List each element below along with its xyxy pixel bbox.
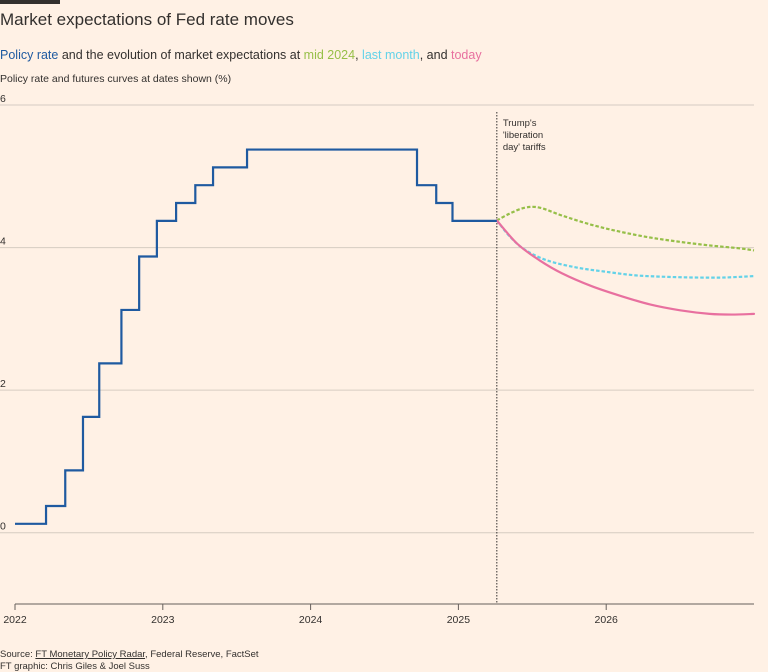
x-tick-label: 2024 <box>299 614 323 626</box>
annotation-label: 'liberation <box>503 130 543 141</box>
subtitle-policy-rate: Policy rate <box>0 48 59 62</box>
y-axis-unit-label: Policy rate and futures curves at dates … <box>0 73 232 85</box>
subtitle-separator: , and <box>419 48 451 62</box>
subtitle-separator: , <box>355 48 363 62</box>
chart-subtitle: Policy rate and the evolution of market … <box>0 48 482 62</box>
x-tick-label: 2022 <box>3 614 27 626</box>
x-tick-label: 2023 <box>151 614 175 626</box>
x-tick-label: 2026 <box>595 614 619 626</box>
x-tick-label: 2025 <box>447 614 471 626</box>
series-today-line <box>495 219 756 316</box>
y-tick-label: 2 <box>0 378 6 390</box>
subtitle-last-month: last month <box>362 48 420 62</box>
source-note: Source: FT Monetary Policy Radar, Federa… <box>0 649 259 660</box>
subtitle-today: today <box>451 48 482 62</box>
series-policy-rate-line <box>15 148 497 525</box>
graphic-credit: FT graphic: Chris Giles & Joel Suss <box>0 661 150 672</box>
annotation-label: day' tariffs <box>503 142 546 153</box>
subtitle-mid-2024: mid 2024 <box>303 48 356 62</box>
chart-title: Market expectations of Fed rate moves <box>0 10 294 29</box>
y-tick-label: 6 <box>0 93 6 105</box>
brand-bar <box>0 0 60 4</box>
series-mid-2024-line <box>496 205 755 252</box>
annotation-label: Trump's <box>503 118 537 129</box>
series-last-month-line <box>495 219 755 279</box>
y-tick-label: 0 <box>0 521 6 533</box>
y-tick-label: 4 <box>0 236 6 248</box>
source-link[interactable]: FT Monetary Policy Radar <box>35 649 146 660</box>
subtitle-text: and the evolution of market expectations… <box>58 48 304 62</box>
